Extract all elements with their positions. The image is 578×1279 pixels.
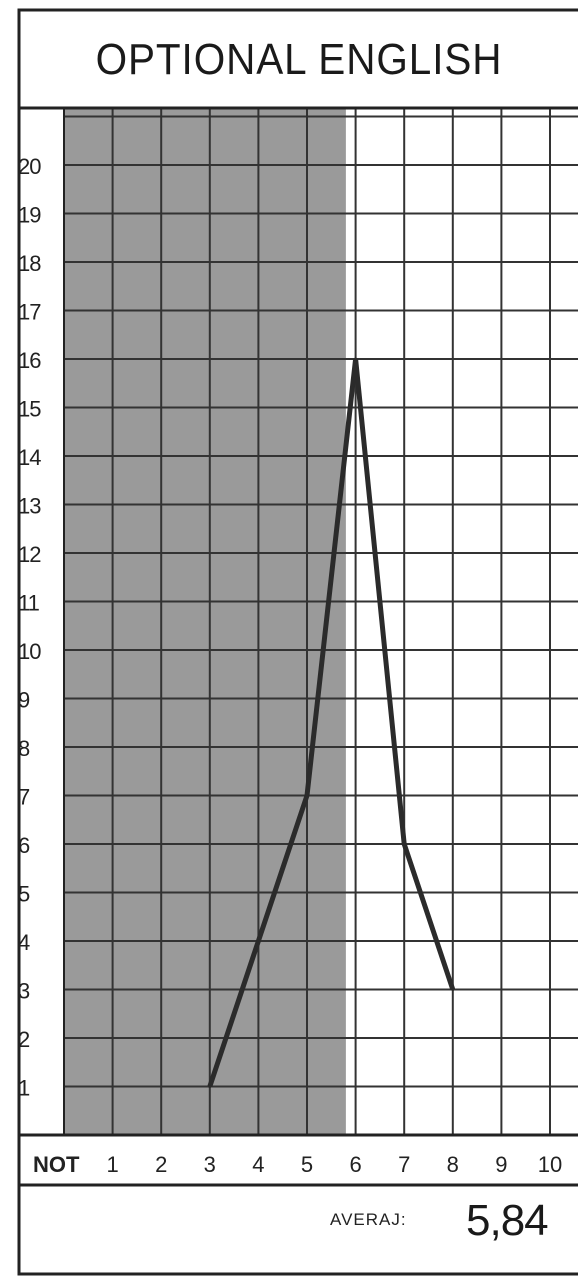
y-tick-label: 5: [18, 882, 30, 907]
x-tick-label: 3: [204, 1152, 216, 1177]
data-point: [256, 939, 260, 943]
x-tick-label: 2: [155, 1152, 167, 1177]
chart-title: OPTIONAL ENGLISH: [95, 35, 503, 84]
x-tick-label: 9: [495, 1152, 507, 1177]
average-value: 5,84: [466, 1196, 549, 1245]
series-line: [207, 358, 456, 1088]
grid-lines: [63, 108, 578, 1135]
data-point: [354, 357, 358, 361]
x-tick-label: 5: [301, 1152, 313, 1177]
x-tick-label: 6: [349, 1152, 361, 1177]
series-layer: [207, 357, 456, 1088]
y-tick-label: 6: [18, 833, 30, 858]
y-tick-label: 2: [18, 1027, 30, 1052]
y-tick-label: 9: [18, 688, 30, 713]
data-point: [208, 1085, 212, 1088]
x-tick-label: 8: [447, 1152, 459, 1177]
average-label: AVERAJ:: [330, 1210, 407, 1229]
y-tick-label: 8: [18, 736, 30, 761]
x-tick-label: 4: [252, 1152, 264, 1177]
plot-background: [64, 108, 346, 1135]
x-tick-label: 7: [398, 1152, 410, 1177]
data-point: [451, 988, 455, 991]
x-axis-label: NOT: [33, 1152, 80, 1177]
y-tick-label: 15: [18, 397, 41, 422]
y-tick-label: 1: [18, 1076, 30, 1101]
y-tick-label: 10: [18, 639, 41, 664]
y-tick-label: 13: [18, 494, 41, 519]
data-point: [305, 794, 309, 797]
y-tick-label: 18: [18, 251, 41, 276]
y-tick-label: 4: [18, 930, 30, 955]
y-tick-label: 20: [18, 154, 41, 179]
y-tick-label: 16: [18, 348, 41, 373]
outer-border: [17, 8, 578, 1276]
x-tick-label: 10: [538, 1152, 562, 1177]
x-tick-label: 1: [106, 1152, 118, 1177]
y-tick-label: 12: [18, 542, 41, 567]
y-tick-label: 3: [18, 979, 30, 1004]
x-tick-labels: NOT 1 2 3 4 5 6 7 8 9 10: [33, 1152, 562, 1177]
shaded-region: [64, 108, 346, 1135]
y-tick-label: 17: [18, 300, 41, 325]
data-point: [402, 842, 406, 846]
y-tick-label: 7: [18, 785, 30, 810]
frame-borders: [17, 8, 578, 1276]
y-tick-label: 11: [18, 591, 40, 616]
y-tick-label: 19: [18, 203, 41, 228]
y-tick-label: 14: [18, 445, 41, 470]
